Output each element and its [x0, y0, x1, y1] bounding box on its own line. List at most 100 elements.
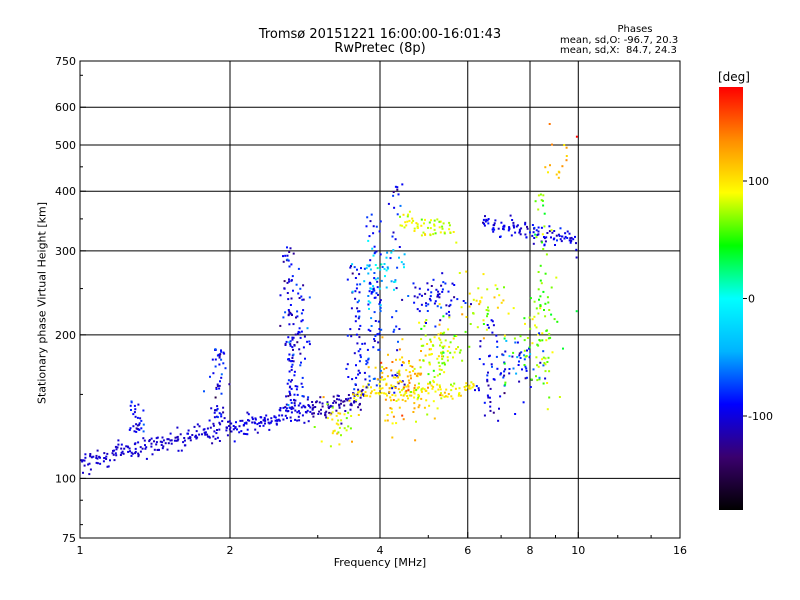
scatter-point — [533, 300, 536, 303]
scatter-point — [406, 395, 409, 397]
scatter-point — [538, 298, 540, 301]
scatter-point — [379, 299, 382, 302]
scatter-point — [420, 218, 423, 221]
scatter-point — [354, 297, 357, 300]
y-tick-label: 500 — [55, 139, 76, 152]
scatter-point — [363, 280, 366, 283]
scatter-point — [555, 234, 558, 237]
scatter-point — [212, 435, 215, 438]
scatter-point — [564, 235, 567, 238]
scatter-point — [439, 220, 442, 223]
scatter-point — [488, 354, 491, 357]
scatter-point — [398, 328, 401, 330]
scatter-point — [374, 335, 377, 337]
scatter-point — [355, 333, 358, 336]
scatter-point — [497, 227, 500, 230]
scatter-point — [214, 396, 217, 399]
scatter-point — [396, 186, 399, 189]
scatter-point — [291, 338, 294, 341]
scatter-point — [393, 288, 395, 291]
scatter-point — [167, 438, 170, 441]
scatter-point — [290, 408, 293, 411]
scatter-point — [524, 365, 527, 368]
scatter-point — [291, 363, 294, 366]
scatter-point — [153, 440, 155, 443]
scatter-point — [416, 223, 419, 226]
scatter-point — [525, 367, 528, 370]
scatter-point — [421, 294, 423, 297]
scatter-point — [391, 361, 394, 363]
scatter-point — [520, 227, 523, 230]
scatter-point — [539, 304, 542, 307]
scatter-point — [509, 214, 512, 217]
scatter-point — [440, 306, 443, 309]
scatter-point — [275, 423, 278, 426]
scatter-point — [180, 449, 183, 452]
scatter-point — [394, 238, 397, 241]
scatter-point — [524, 377, 527, 380]
scatter-point — [575, 248, 578, 251]
scatter-point — [206, 433, 209, 436]
scatter-point — [335, 401, 337, 404]
scatter-point — [363, 371, 366, 374]
scatter-point — [129, 450, 131, 453]
scatter-point — [347, 397, 350, 400]
scatter-point — [468, 292, 471, 295]
scatter-point — [483, 224, 486, 227]
scatter-point — [486, 394, 489, 397]
scatter-point — [263, 418, 266, 421]
scatter-point — [543, 212, 546, 215]
scatter-point — [288, 278, 290, 281]
x-axis-label: Frequency [MHz] — [333, 556, 427, 569]
scatter-point — [482, 323, 485, 325]
scatter-point — [430, 285, 433, 287]
scatter-point — [386, 419, 389, 422]
scatter-point — [440, 397, 443, 400]
scatter-point — [338, 443, 341, 446]
scatter-point — [544, 363, 547, 366]
scatter-point — [284, 311, 287, 314]
scatter-point — [446, 356, 449, 359]
scatter-point — [356, 393, 359, 396]
scatter-point — [525, 369, 528, 372]
scatter-point — [512, 307, 515, 310]
scatter-point — [220, 392, 223, 395]
scatter-point — [496, 346, 499, 348]
scatter-point — [151, 453, 154, 456]
scatter-point — [539, 361, 542, 364]
scatter-point — [370, 390, 373, 393]
scatter-point — [416, 308, 419, 311]
scatter-point — [493, 222, 496, 225]
scatter-point — [528, 356, 531, 359]
x-tick-label: 6 — [464, 544, 471, 557]
scatter-point — [439, 394, 442, 397]
scatter-point — [499, 395, 502, 398]
scatter-point — [381, 376, 384, 379]
scatter-point — [213, 411, 216, 414]
scatter-point — [283, 287, 286, 290]
scatter-point — [337, 423, 340, 426]
scatter-point — [294, 418, 297, 421]
scatter-point — [436, 374, 439, 377]
scatter-point — [492, 324, 495, 327]
scatter-point — [452, 356, 454, 359]
scatter-point — [223, 417, 226, 420]
scatter-point — [401, 414, 404, 417]
scatter-point — [480, 296, 483, 299]
scatter-point — [297, 410, 300, 413]
scatter-point — [461, 313, 464, 316]
scatter-point — [380, 361, 383, 364]
scatter-point — [120, 443, 123, 446]
x-tick-label: 16 — [673, 544, 687, 557]
scatter-point — [398, 374, 401, 377]
scatter-point — [288, 390, 291, 393]
scatter-point — [400, 381, 403, 383]
scatter-point — [518, 380, 521, 383]
scatter-point — [228, 383, 231, 386]
scatter-point — [251, 418, 254, 421]
scatter-point — [441, 227, 444, 230]
scatter-point — [206, 427, 209, 430]
scatter-point — [420, 303, 423, 306]
scatter-point — [436, 407, 439, 410]
scatter-point — [508, 372, 511, 375]
